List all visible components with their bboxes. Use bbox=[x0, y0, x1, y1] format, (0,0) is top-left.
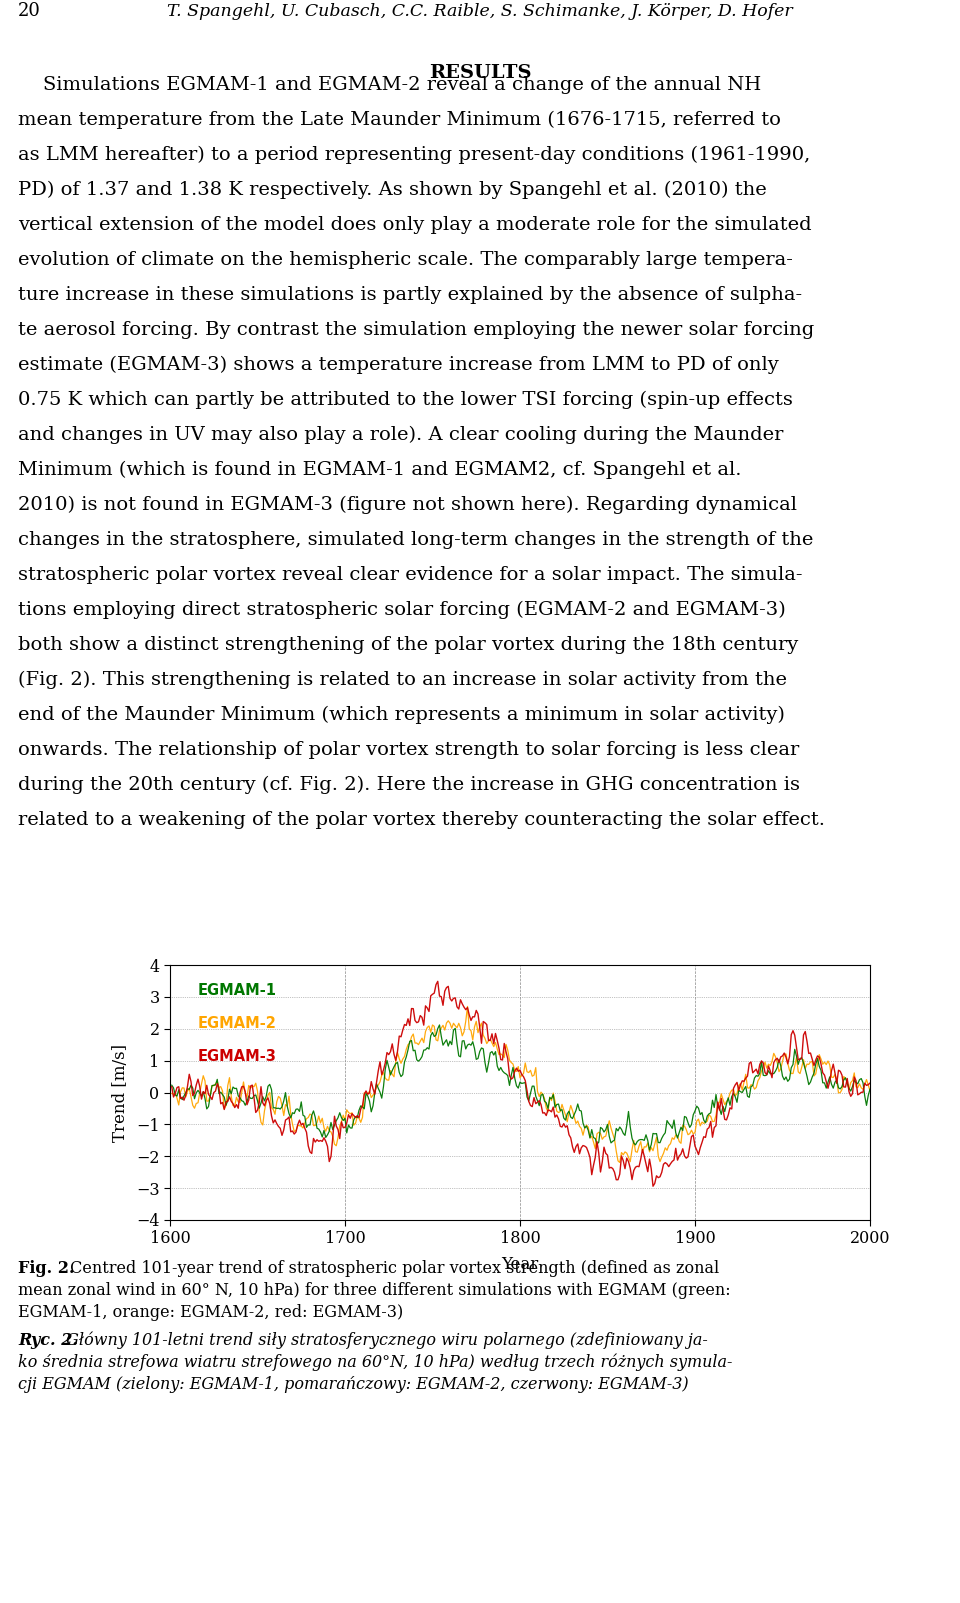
Text: EGMAM-2: EGMAM-2 bbox=[198, 1016, 276, 1031]
Text: and changes in UV may also play a role). A clear cooling during the Maunder: and changes in UV may also play a role).… bbox=[18, 426, 783, 444]
Text: end of the Maunder Minimum (which represents a minimum in solar activity): end of the Maunder Minimum (which repres… bbox=[18, 705, 785, 725]
Text: mean zonal wind in 60° N, 10 hPa) for three different simulations with EGMAM (gr: mean zonal wind in 60° N, 10 hPa) for th… bbox=[18, 1282, 731, 1298]
Y-axis label: Trend [m/s]: Trend [m/s] bbox=[112, 1044, 129, 1141]
Text: ture increase in these simulations is partly explained by the absence of sulpha-: ture increase in these simulations is pa… bbox=[18, 285, 803, 305]
X-axis label: Year: Year bbox=[501, 1255, 539, 1273]
Text: onwards. The relationship of polar vortex strength to solar forcing is less clea: onwards. The relationship of polar vorte… bbox=[18, 741, 800, 758]
Text: evolution of climate on the hemispheric scale. The comparably large tempera-: evolution of climate on the hemispheric … bbox=[18, 252, 793, 269]
Text: 0.75 K which can partly be attributed to the lower TSI forcing (spin-up effects: 0.75 K which can partly be attributed to… bbox=[18, 391, 793, 409]
Text: EGMAM-3: EGMAM-3 bbox=[198, 1048, 276, 1064]
Text: Simulations EGMAM-1 and EGMAM-2 reveal a change of the annual NH: Simulations EGMAM-1 and EGMAM-2 reveal a… bbox=[18, 75, 761, 95]
Text: changes in the stratosphere, simulated long-term changes in the strength of the: changes in the stratosphere, simulated l… bbox=[18, 531, 813, 548]
Text: mean temperature from the Late Maunder Minimum (1676-1715, referred to: mean temperature from the Late Maunder M… bbox=[18, 111, 780, 128]
Text: Fig. 2.: Fig. 2. bbox=[18, 1260, 75, 1278]
Text: RESULTS: RESULTS bbox=[429, 64, 531, 82]
Text: ko średnia strefowa wiatru strefowego na 60°N, 10 hPa) według trzech różnych sym: ko średnia strefowa wiatru strefowego na… bbox=[18, 1353, 732, 1371]
Text: cji EGMAM (zielony: EGMAM-1, pomarańczowy: EGMAM-2, czerwony: EGMAM-3): cji EGMAM (zielony: EGMAM-1, pomarańczow… bbox=[18, 1375, 688, 1393]
Text: (Fig. 2). This strengthening is related to an increase in solar activity from th: (Fig. 2). This strengthening is related … bbox=[18, 670, 787, 689]
Text: Główny 101-letni trend siły stratosferycznego wiru polarnego (zdefiniowany ja-: Główny 101-letni trend siły stratosferyc… bbox=[61, 1332, 708, 1350]
Text: EGMAM-1, orange: EGMAM-2, red: EGMAM-3): EGMAM-1, orange: EGMAM-2, red: EGMAM-3) bbox=[18, 1303, 403, 1321]
Text: related to a weakening of the polar vortex thereby counteracting the solar effec: related to a weakening of the polar vort… bbox=[18, 811, 825, 829]
Text: stratospheric polar vortex reveal clear evidence for a solar impact. The simula-: stratospheric polar vortex reveal clear … bbox=[18, 566, 803, 583]
Text: T. Spangehl, U. Cubasch, C.C. Raible, S. Schimanke, J. Körper, D. Hofer: T. Spangehl, U. Cubasch, C.C. Raible, S.… bbox=[167, 3, 793, 19]
Text: tions employing direct stratospheric solar forcing (EGMAM-2 and EGMAM-3): tions employing direct stratospheric sol… bbox=[18, 601, 785, 619]
Text: 20: 20 bbox=[18, 2, 41, 19]
Text: Ryc. 2.: Ryc. 2. bbox=[18, 1332, 78, 1350]
Text: Centred 101-year trend of stratospheric polar vortex strength (defined as zonal: Centred 101-year trend of stratospheric … bbox=[65, 1260, 719, 1278]
Text: estimate (EGMAM-3) shows a temperature increase from LMM to PD of only: estimate (EGMAM-3) shows a temperature i… bbox=[18, 356, 779, 373]
Text: vertical extension of the model does only play a moderate role for the simulated: vertical extension of the model does onl… bbox=[18, 216, 811, 234]
Text: EGMAM-1: EGMAM-1 bbox=[198, 983, 277, 997]
Text: both show a distinct strengthening of the polar vortex during the 18th century: both show a distinct strengthening of th… bbox=[18, 636, 799, 654]
Text: 2010) is not found in EGMAM-3 (figure not shown here). Regarding dynamical: 2010) is not found in EGMAM-3 (figure no… bbox=[18, 495, 797, 515]
Text: during the 20th century (cf. Fig. 2). Here the increase in GHG concentration is: during the 20th century (cf. Fig. 2). He… bbox=[18, 776, 800, 793]
Text: Minimum (which is found in EGMAM-1 and EGMAM2, cf. Spangehl et al.: Minimum (which is found in EGMAM-1 and E… bbox=[18, 460, 741, 479]
Text: PD) of 1.37 and 1.38 K respectively. As shown by Spangehl et al. (2010) the: PD) of 1.37 and 1.38 K respectively. As … bbox=[18, 181, 767, 199]
Text: te aerosol forcing. By contrast the simulation employing the newer solar forcing: te aerosol forcing. By contrast the simu… bbox=[18, 321, 814, 338]
Text: as LMM hereafter) to a period representing present-day conditions (1961-1990,: as LMM hereafter) to a period representi… bbox=[18, 146, 810, 164]
